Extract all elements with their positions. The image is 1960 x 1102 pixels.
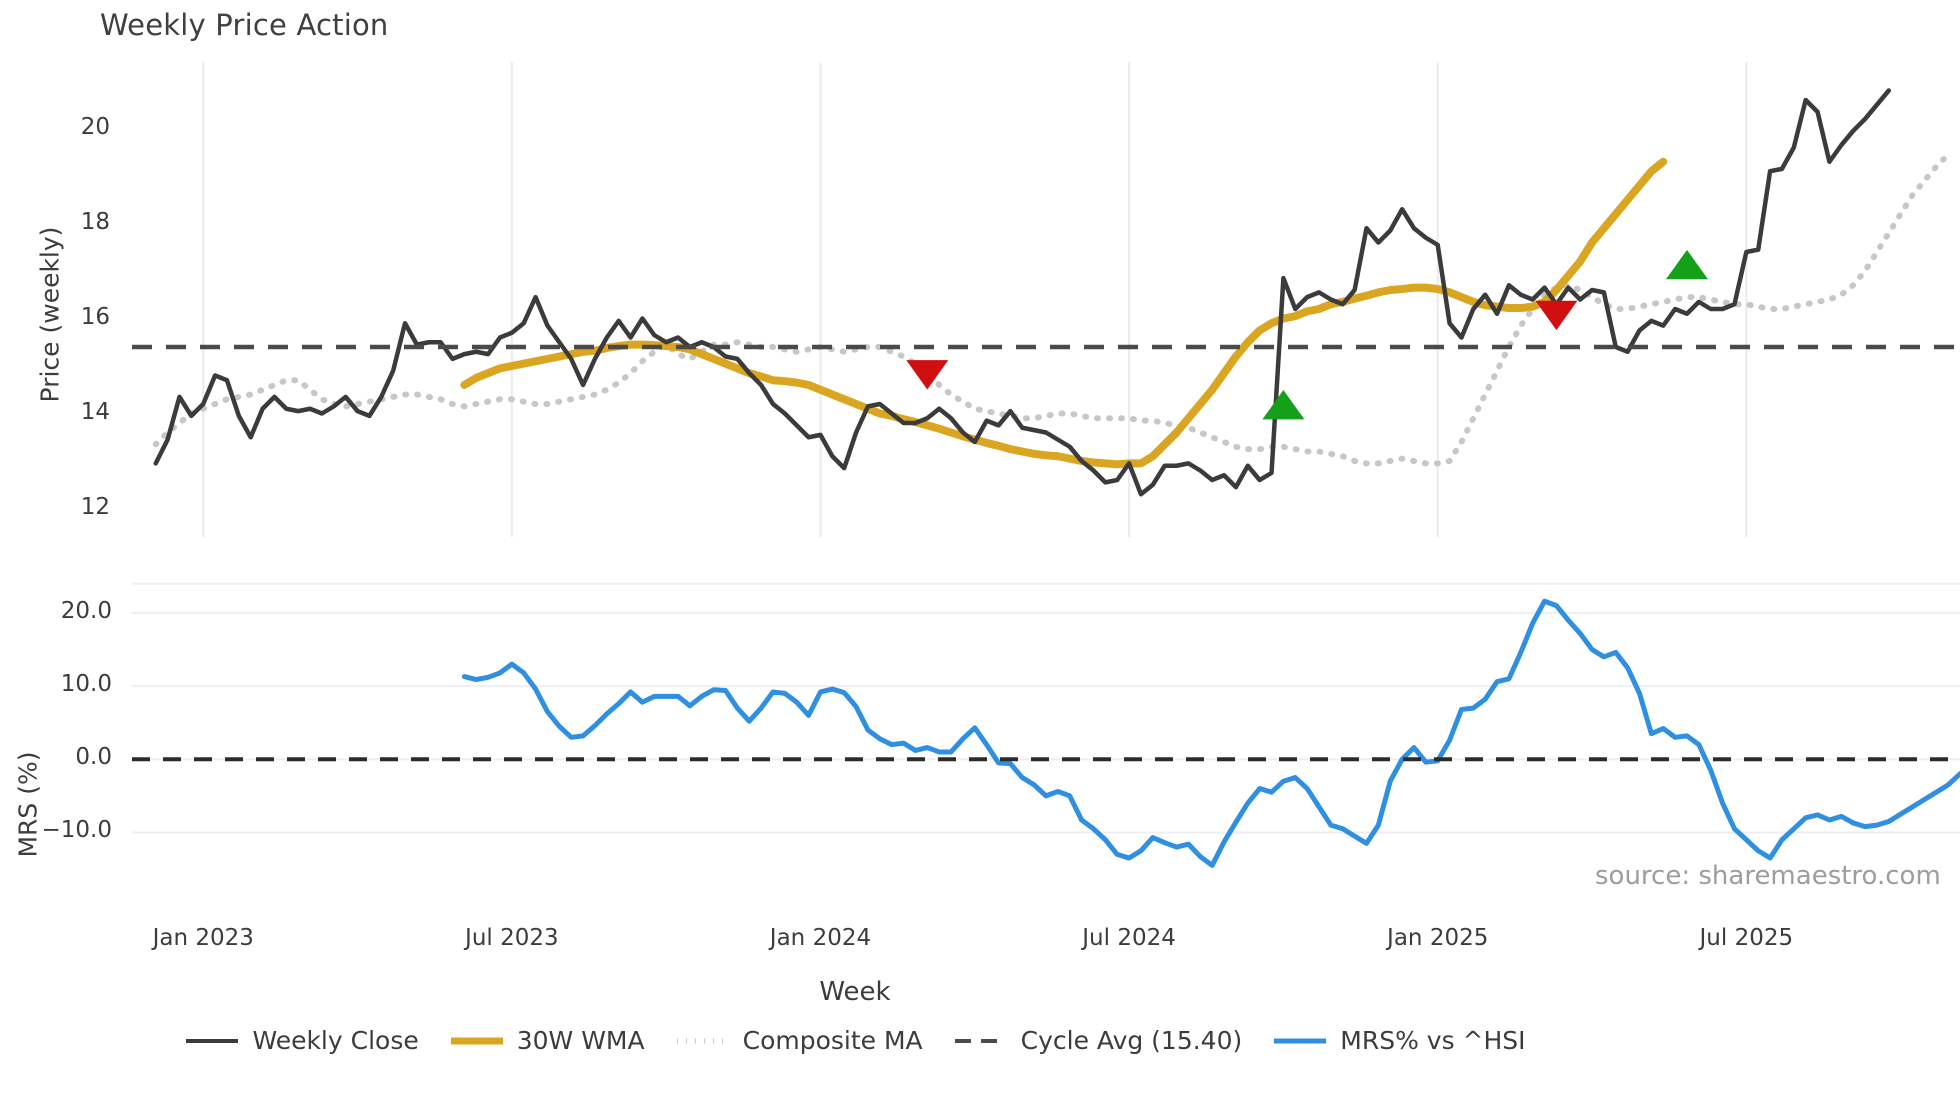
mrs-line	[461, 598, 1960, 868]
buy-marker	[1262, 389, 1305, 420]
mrs-y-tick: 0.0	[75, 744, 112, 771]
composite-ma-line	[152, 151, 1952, 467]
chart-title: Weekly Price Action	[100, 8, 389, 42]
legend-swatch-dotted	[676, 1038, 729, 1043]
legend-item[interactable]: Composite MA	[675, 1026, 923, 1055]
price-y-tick: 20	[80, 113, 110, 140]
marker-layer	[906, 249, 1708, 420]
legend-label: 30W WMA	[516, 1026, 645, 1055]
x-tick: Jan 2023	[152, 925, 254, 951]
mrs-y-tick: 10.0	[60, 671, 112, 698]
weekly-close-line	[153, 88, 1892, 497]
legend-item[interactable]: Cycle Avg (15.40)	[953, 1026, 1243, 1055]
mrs-axis-label: MRS (%)	[13, 751, 43, 858]
legend-label: Cycle Avg (15.40)	[1020, 1026, 1243, 1055]
wma-30w-line	[460, 157, 1668, 469]
buy-marker	[1665, 249, 1708, 280]
sell-marker	[906, 360, 949, 390]
legend-swatch-solid	[450, 1037, 503, 1044]
price-panel-gridlines	[202, 62, 1748, 537]
legend-swatch-dashed	[954, 1038, 1007, 1043]
x-tick: Jan 2025	[1387, 925, 1489, 951]
mrs-y-tick: −10.0	[41, 817, 112, 844]
x-tick: Jan 2024	[769, 925, 872, 951]
price-y-tick: 12	[80, 493, 110, 520]
mrs-y-tick: 20.0	[60, 597, 112, 624]
price-y-tick: 16	[80, 303, 110, 330]
chart-legend: Weekly Close 30W WMA Composite MA Cycle Avg…	[0, 1026, 1710, 1055]
legend-item[interactable]: Weekly Close	[184, 1026, 419, 1055]
x-tick: Jul 2024	[1082, 925, 1176, 951]
legend-item[interactable]: 30W WMA	[449, 1026, 645, 1055]
series-layer	[132, 88, 1960, 868]
legend-swatch-solid	[1274, 1038, 1327, 1043]
sell-marker	[1535, 300, 1578, 331]
legend-label: MRS% vs ^HSI	[1340, 1026, 1526, 1055]
x-tick: Jul 2023	[465, 925, 559, 951]
legend-item[interactable]: MRS% vs ^HSI	[1272, 1026, 1526, 1055]
legend-label: Composite MA	[742, 1026, 923, 1055]
x-axis-label: Week	[819, 977, 891, 1007]
legend-label: Weekly Close	[252, 1026, 419, 1055]
x-tick: Jul 2025	[1699, 925, 1794, 951]
legend-swatch-solid	[186, 1038, 239, 1043]
source-watermark: source: sharemaestro.com	[1595, 861, 1941, 891]
price-y-tick: 14	[80, 398, 110, 425]
price-y-tick: 18	[80, 208, 110, 235]
